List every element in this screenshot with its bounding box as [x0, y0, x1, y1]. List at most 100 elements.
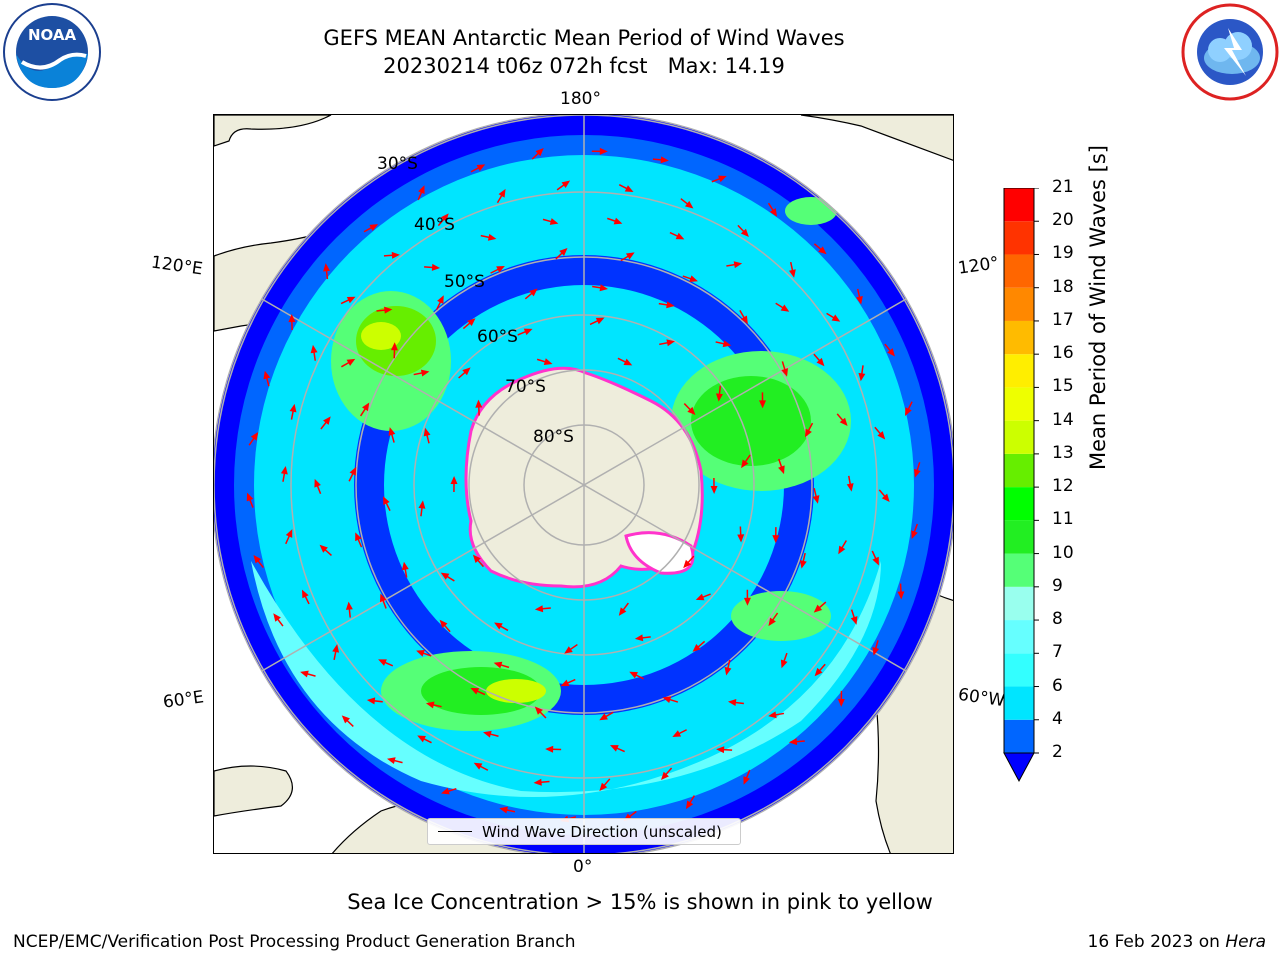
lat-label-60s: 60°S	[477, 327, 518, 347]
wave-direction-arrowhead	[383, 496, 390, 506]
wave-direction-arrowhead	[684, 200, 694, 209]
lon-label-120w: 120°	[956, 253, 1001, 279]
wave-direction-arrowhead	[263, 370, 271, 380]
wave-direction-arrowhead	[661, 771, 669, 781]
wave-direction-arrowhead	[534, 605, 544, 613]
lat-label-50s: 50°S	[444, 272, 485, 292]
wave-direction-arrowhead	[431, 263, 441, 271]
wave-direction-arrowhead	[369, 224, 379, 232]
wave-direction-arrowhead	[759, 400, 767, 409]
wind-wave-arrows	[246, 147, 921, 823]
colorbar-band	[1004, 354, 1034, 388]
wave-direction-arrowhead	[685, 800, 694, 810]
colorbar-band	[1004, 254, 1034, 288]
wave-direction-arrowhead	[675, 232, 685, 240]
footer-machine: Hera	[1225, 932, 1266, 952]
wave-direction-arrowhead	[332, 644, 340, 653]
colorbar-band	[1004, 553, 1034, 587]
wave-direction-arrowhead	[387, 757, 396, 765]
lat-label-80s: 80°S	[533, 427, 574, 447]
legend-label: Wind Wave Direction (unscaled)	[482, 822, 722, 841]
wave-direction-arrowhead	[839, 417, 848, 427]
wave-direction-arrowhead	[599, 713, 608, 721]
lat-label-40s: 40°S	[414, 215, 455, 235]
wave-direction-arrowhead	[379, 593, 387, 603]
wave-direction-arrowhead	[543, 358, 553, 366]
lon-label-60e: 60°E	[161, 687, 206, 713]
wave-direction-arrowhead	[302, 589, 309, 599]
wave-direction-arrowhead	[740, 315, 748, 325]
wave-direction-arrowhead	[856, 295, 863, 305]
wave-direction-arrowhead	[476, 164, 486, 172]
wave-direction-arrowhead	[846, 483, 854, 492]
wave-direction-arrowhead	[625, 252, 635, 260]
colorbar-band	[1004, 453, 1034, 488]
wave-direction-arrowhead	[355, 532, 362, 542]
wave-direction-arrowhead	[441, 787, 450, 795]
arrow-legend: Wind Wave Direction (unscaled)	[427, 818, 741, 845]
wave-direction-arrowhead	[533, 778, 542, 786]
wave-direction-arrowhead	[788, 269, 796, 278]
wave-direction-arrowhead	[345, 601, 353, 610]
wave-direction-arrowhead	[660, 156, 669, 164]
wave-direction-arrowhead	[416, 649, 425, 657]
wave-direction-arrowhead	[692, 643, 701, 652]
wave-direction-arrowhead	[716, 746, 725, 754]
wave-direction-arrowhead	[273, 613, 281, 622]
wave-direction-arrowhead	[769, 208, 778, 217]
wave-direction-arrowhead	[816, 357, 825, 367]
wave-direction-arrowhead	[666, 301, 675, 309]
wave-direction-arrowhead	[420, 369, 430, 377]
wave-direction-arrowhead	[881, 493, 890, 503]
colorbar-tick-label: 12	[1052, 476, 1074, 497]
graticule	[214, 115, 953, 853]
chart-title: GEFS MEAN Antarctic Mean Period of Wind …	[323, 26, 845, 50]
colorbar-band	[1004, 188, 1034, 222]
wave-direction-arrowhead	[722, 340, 732, 348]
wave-direction-arrowhead	[440, 572, 450, 580]
wave-direction-arrowhead	[384, 306, 393, 314]
wave-direction-arrowhead	[780, 659, 788, 669]
colorbar-tick-label: 13	[1052, 442, 1074, 463]
wave-direction-arrowhead	[610, 745, 619, 752]
wave-direction-arrowhead	[545, 745, 554, 753]
wave-direction-arrowhead	[366, 697, 376, 705]
wave-period-field	[214, 115, 953, 853]
wave-direction-arrowhead	[349, 466, 357, 476]
lon-label-60w: 60°W	[956, 684, 1007, 712]
wave-direction-arrowhead	[418, 185, 425, 194]
wave-direction-arrowhead	[905, 407, 912, 417]
wave-direction-arrowhead	[529, 288, 538, 297]
colorbar-tick-label: 10	[1052, 542, 1074, 563]
nws-logo	[1181, 3, 1279, 101]
noaa-logo: NOAA	[3, 3, 101, 101]
noaa-logo-text: NOAA	[28, 26, 77, 44]
wave-direction-arrowhead	[724, 666, 732, 676]
wave-direction-arrowhead	[838, 545, 846, 555]
lon-label-0: 0°	[573, 857, 593, 877]
wave-direction-arrowhead	[666, 339, 675, 347]
wave-direction-arrowhead	[872, 556, 879, 566]
colorbar-title: Mean Period of Wind Waves [s]	[1086, 145, 1110, 470]
wave-direction-arrowhead	[378, 659, 387, 666]
wave-direction-arrowhead	[737, 534, 745, 543]
wave-direction-arrowhead	[289, 403, 297, 413]
wave-direction-arrowhead	[498, 188, 506, 198]
colorbar-band	[1004, 287, 1034, 321]
wave-direction-arrowhead	[837, 698, 845, 707]
wave-direction-arrowhead	[499, 806, 508, 814]
wave-direction-arrowhead	[417, 735, 426, 743]
colorbar-under-extension	[1003, 752, 1035, 783]
wave-direction-arrowhead	[494, 622, 503, 630]
wave-direction-arrowhead	[613, 217, 623, 225]
colorbar-band	[1004, 420, 1034, 454]
wave-direction-arrowhead	[911, 530, 918, 539]
wave-direction-arrowhead	[280, 465, 288, 475]
wave-direction-arrowhead	[743, 776, 750, 785]
legend-line-swatch	[438, 831, 472, 832]
wave-direction-arrowhead	[683, 559, 692, 569]
wave-direction-arrowhead	[346, 358, 356, 366]
wave-direction-arrowhead	[687, 406, 696, 416]
lon-label-180: 180°	[560, 89, 601, 109]
colorbar-tick-label: 11	[1052, 509, 1074, 530]
